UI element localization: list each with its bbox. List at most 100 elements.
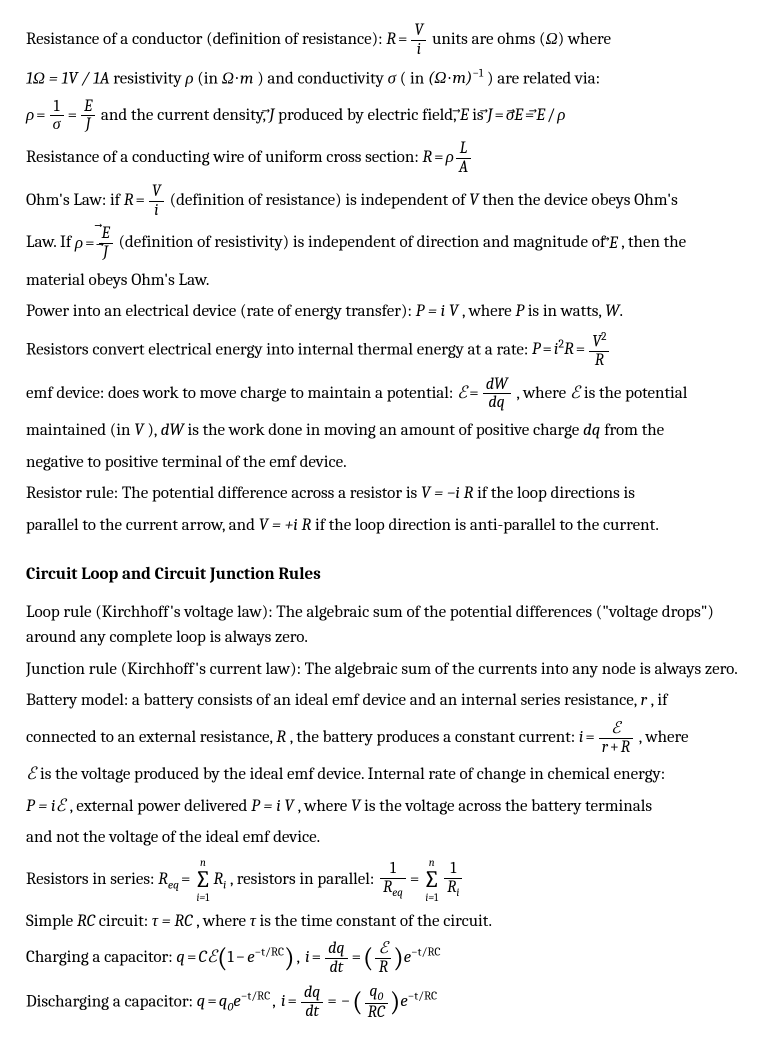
eq-R-Vi: R=Vi bbox=[386, 30, 432, 49]
eq-Req-series: Req=n∑i=1Ri bbox=[158, 870, 230, 889]
p-junction-rule: Junction rule (Kirchhoff's current law):… bbox=[26, 657, 751, 683]
p-rho-sigma: ρ=1σ=EJ and the current density, J produ… bbox=[26, 98, 751, 135]
text: is bbox=[472, 106, 487, 125]
p-resistor-rule-1: Resistor rule: The potential difference … bbox=[26, 481, 751, 507]
text: ( in bbox=[400, 69, 428, 88]
p-resistor-power: Resistors convert electrical energy into… bbox=[26, 331, 751, 370]
text: , resistors in parallel: bbox=[230, 870, 378, 889]
eq-charging: q=Cℰ(1−e−t/RC), i=dqdt=(ℰR)e−t/RC bbox=[176, 948, 440, 967]
text: units are ohms ( bbox=[432, 30, 545, 49]
text: circuit: bbox=[99, 912, 152, 931]
heading-circuit-rules: Circuit Loop and Circuit Junction Rules bbox=[26, 562, 751, 588]
text: , if bbox=[651, 691, 668, 710]
eq-PiV: P = i V bbox=[251, 797, 294, 816]
p-battery-3: ℰ is the voltage produced by the ideal e… bbox=[26, 762, 751, 788]
text: emf device: does work to move charge to … bbox=[26, 384, 457, 403]
text: connected to an external resistance, bbox=[26, 728, 276, 747]
text: resistivity bbox=[113, 69, 185, 88]
p-emf-3: negative to positive terminal of the emf… bbox=[26, 450, 751, 476]
text: is the time constant of the circuit. bbox=[260, 912, 493, 931]
text: Resistance of a conductor (definition of… bbox=[26, 30, 386, 49]
eq-P-i2R: P=i2R=V2R bbox=[532, 340, 612, 359]
text: ) are related via: bbox=[487, 69, 600, 88]
text: is in watts, bbox=[528, 302, 605, 321]
p-emf: emf device: does work to move charge to … bbox=[26, 376, 751, 413]
eq-rho-EJ: ρ=EJ bbox=[75, 234, 119, 253]
eq-Req-parallel: 1Req=n∑i=11Ri bbox=[378, 870, 464, 889]
p-rc: Simple RC circuit: τ = RC , where τ is t… bbox=[26, 909, 751, 935]
p-battery-2: connected to an external resistance, R ,… bbox=[26, 720, 751, 757]
text: (definition of resistance) is independen… bbox=[170, 191, 470, 210]
p-series-parallel: Resistors in series: Req=n∑i=1Ri , resis… bbox=[26, 857, 751, 903]
eq-R-rhoLA: R=ρLA bbox=[422, 148, 473, 167]
eq-tau-RC: τ = RC bbox=[152, 912, 193, 931]
text: parallel to the current arrow, and bbox=[26, 516, 259, 535]
text: Charging a capacitor: bbox=[26, 948, 176, 967]
sym-scrE: ℰ bbox=[570, 384, 580, 403]
text: , where bbox=[462, 302, 515, 321]
eq-J-sigmaE: J=σE=E/ρ bbox=[487, 106, 565, 125]
eq-V-piR: V = +i R bbox=[259, 516, 312, 535]
text: , where bbox=[639, 728, 689, 747]
text: Power into an electrical device (rate of… bbox=[26, 302, 416, 321]
p-battery-1: Battery model: a battery consists of an … bbox=[26, 688, 751, 714]
text: (definition of resistivity) is independe… bbox=[118, 234, 609, 253]
p-discharging: Discharging a capacitor: q=q0e−t/RC, i=d… bbox=[26, 983, 751, 1022]
sym-RC: RC bbox=[77, 912, 95, 931]
text: , where bbox=[516, 384, 569, 403]
text: ) where bbox=[558, 30, 611, 49]
sym-E-vec2: E bbox=[609, 234, 618, 253]
unit-ohm-m-inv: (Ω·m)−1 bbox=[428, 69, 483, 88]
eq-rho-sigma: ρ=1σ=EJ bbox=[26, 106, 101, 125]
p-loop-rule: Loop rule (Kirchhoff's voltage law): The… bbox=[26, 600, 751, 651]
text: , the battery produces a constant curren… bbox=[290, 728, 579, 747]
text: is the voltage produced by the ideal emf… bbox=[40, 765, 665, 784]
sym-E-vec: E bbox=[460, 106, 469, 125]
eq-R-Vi-2: R=Vi bbox=[124, 191, 170, 210]
sym-V2: V bbox=[134, 421, 143, 440]
sym-R2: R bbox=[276, 728, 286, 747]
text: Resistor rule: The potential difference … bbox=[26, 484, 421, 503]
eq-V-miR: V = −i R bbox=[421, 484, 473, 503]
sym-W: W bbox=[605, 302, 619, 321]
eq-1ohm: 1Ω = 1V / 1A bbox=[26, 69, 110, 88]
text: and the current density, bbox=[101, 106, 269, 125]
eq-i-ErR: i=ℰr+R bbox=[579, 728, 639, 747]
p-ohms-law-2: Law. If ρ=EJ (definition of resistivity)… bbox=[26, 225, 751, 262]
p-resistor-rule-2: parallel to the current arrow, and V = +… bbox=[26, 513, 751, 539]
text: if the loop directions is bbox=[477, 484, 635, 503]
sym-sigma: σ bbox=[388, 69, 396, 88]
text: Resistors in series: bbox=[26, 870, 158, 889]
text: , where bbox=[196, 912, 249, 931]
text: Battery model: a battery consists of an … bbox=[26, 691, 641, 710]
text: if the loop direction is anti-parallel t… bbox=[315, 516, 659, 535]
sym-omega: Ω bbox=[546, 30, 558, 49]
eq-discharging: q=q0e−t/RC, i=dqdt=−(q0RC)e−t/RC bbox=[197, 992, 438, 1011]
sym-tau: τ bbox=[250, 912, 256, 931]
sym-J-vec: J bbox=[269, 106, 274, 125]
p-ohms-law-3: material obeys Ohm's Law. bbox=[26, 268, 751, 294]
text: is the voltage across the battery termin… bbox=[364, 797, 652, 816]
sym-dq: dq bbox=[583, 421, 600, 440]
sym-V3: V bbox=[351, 797, 360, 816]
p-resistance-def: Resistance of a conductor (definition of… bbox=[26, 22, 751, 59]
text: , then the bbox=[621, 234, 686, 253]
p-battery-4: P = iℰ , external power delivered P = i … bbox=[26, 794, 751, 820]
eq-emf: ℰ=dWdq bbox=[457, 384, 516, 403]
text: Resistance of a conducting wire of unifo… bbox=[26, 148, 422, 167]
text: Ohm's Law: if bbox=[26, 191, 124, 210]
sym-scrE2: ℰ bbox=[26, 765, 36, 784]
text: , where bbox=[298, 797, 351, 816]
p-power: Power into an electrical device (rate of… bbox=[26, 299, 751, 325]
text: is the work done in moving an amount of … bbox=[187, 421, 583, 440]
sym-P: P bbox=[515, 302, 524, 321]
unit-ohm-m: Ω·m bbox=[222, 69, 254, 88]
text: Resistors convert electrical energy into… bbox=[26, 340, 532, 359]
p-wire-resistance: Resistance of a conducting wire of unifo… bbox=[26, 140, 751, 177]
text: is the potential bbox=[584, 384, 687, 403]
sym-dW: dW bbox=[161, 421, 184, 440]
p-emf-2: maintained (in V ), dW is the work done … bbox=[26, 418, 751, 444]
p-resistivity: 1Ω = 1V / 1A resistivity ρ (in Ω·m ) and… bbox=[26, 65, 751, 92]
text: ) and conductivity bbox=[257, 69, 387, 88]
text: maintained (in bbox=[26, 421, 134, 440]
